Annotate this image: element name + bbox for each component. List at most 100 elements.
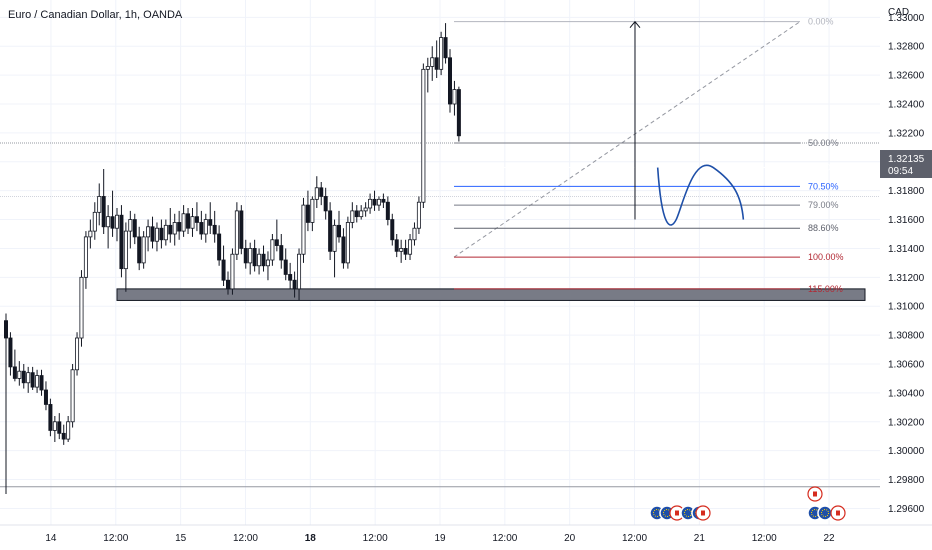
candle (39, 369, 44, 396)
candle (12, 349, 17, 382)
candle-body (323, 196, 328, 212)
candle (168, 208, 173, 243)
candle (17, 361, 22, 386)
candle-body (230, 253, 235, 290)
candle (297, 248, 302, 301)
candle-body (39, 375, 44, 391)
candle-body (217, 233, 222, 261)
grid (0, 0, 880, 525)
fib-level-label: 61.80% (808, 163, 839, 173)
candle (341, 228, 346, 269)
candle (439, 31, 444, 76)
candle (212, 210, 217, 243)
price-tick-label: 1.32600 (888, 71, 925, 82)
price-tick-label: 1.31200 (888, 273, 925, 284)
candle-body (341, 236, 346, 264)
candle (57, 413, 62, 440)
candle (186, 208, 191, 234)
candle (177, 210, 182, 240)
currency-label: CAD (888, 7, 909, 18)
canada-flag-icon[interactable] (695, 505, 711, 521)
fib-level-label: 115.00% (808, 284, 843, 294)
candle (137, 226, 142, 271)
canada-flag-icon[interactable] (830, 505, 846, 521)
candle (252, 239, 257, 272)
candle (70, 364, 75, 428)
candle (243, 239, 248, 269)
ca-maple (813, 491, 817, 497)
candle-body (146, 226, 151, 238)
candle (119, 205, 124, 278)
candle-body (52, 421, 57, 431)
candle-body (354, 210, 359, 218)
candle-body (199, 222, 204, 235)
candle-body (12, 366, 17, 379)
candle-body (172, 222, 177, 235)
candle (345, 216, 350, 269)
candle (381, 193, 386, 208)
candle-body (30, 372, 35, 388)
candle-body (350, 210, 355, 223)
candle-body (79, 276, 84, 339)
candle (305, 190, 310, 232)
price-tick-label: 1.31600 (888, 215, 925, 226)
projection-arrow-head (629, 20, 641, 28)
candle (115, 208, 120, 242)
candle-body (305, 204, 310, 223)
chart-title: Euro / Canadian Dollar, 1h, OANDA (8, 9, 183, 21)
candle-body (75, 337, 80, 371)
price-axis[interactable]: 1.330001.328001.326001.324001.322001.320… (880, 0, 932, 525)
candle (279, 234, 284, 269)
candle (314, 176, 319, 208)
candle-body (234, 210, 239, 255)
ca-maple (675, 510, 679, 516)
price-marker: 1.32135 09:54 (880, 150, 932, 178)
candle-body (288, 274, 293, 281)
candle-body (430, 57, 435, 67)
candle (359, 205, 364, 220)
candle-body (4, 320, 9, 339)
candle (208, 202, 213, 234)
time-axis[interactable]: 14 12:00 15 12:00 18 12:00 19 12:00 20 12:00 21 12:… (0, 524, 932, 550)
support-zone[interactable] (116, 288, 866, 301)
price-tick-label: 1.29800 (888, 475, 925, 486)
candle (128, 210, 133, 249)
candle-body (452, 89, 457, 105)
candle-body (336, 224, 341, 238)
candle (425, 57, 430, 93)
eu-flag-icon[interactable] (817, 505, 833, 521)
candle (265, 251, 270, 281)
canada-flag-icon[interactable] (807, 486, 823, 502)
candle (430, 46, 435, 81)
candle (363, 202, 368, 217)
drawings[interactable] (629, 20, 745, 226)
candle-body (225, 279, 230, 290)
price-tick-label: 1.32200 (888, 128, 925, 139)
candle-body (8, 337, 13, 368)
candle-body (456, 89, 461, 137)
time-tick-label: 18 (305, 533, 317, 544)
candle-body (43, 389, 48, 405)
economic-events[interactable] (649, 486, 846, 521)
candle (221, 245, 226, 286)
candle-body (26, 372, 31, 384)
candle-body (115, 214, 120, 229)
fibonacci-retracement[interactable]: 0.00% 50.00% 61.80% 70.50% 79.00% 88.60% 100.0… (453, 17, 844, 294)
candle (434, 40, 439, 78)
price-tick-label: 1.32400 (888, 100, 925, 111)
candle-body (212, 224, 217, 235)
time-tick-label: 12:00 (622, 533, 647, 544)
candle-body (92, 211, 97, 232)
candle (319, 182, 324, 206)
time-tick-label: 20 (564, 533, 576, 544)
candle (199, 210, 204, 240)
candle (412, 222, 417, 246)
candle-body (17, 370, 22, 379)
ca-maple (701, 510, 705, 516)
candle-body (412, 227, 417, 241)
candle (92, 202, 97, 240)
candle (79, 270, 84, 347)
candle (88, 219, 93, 249)
